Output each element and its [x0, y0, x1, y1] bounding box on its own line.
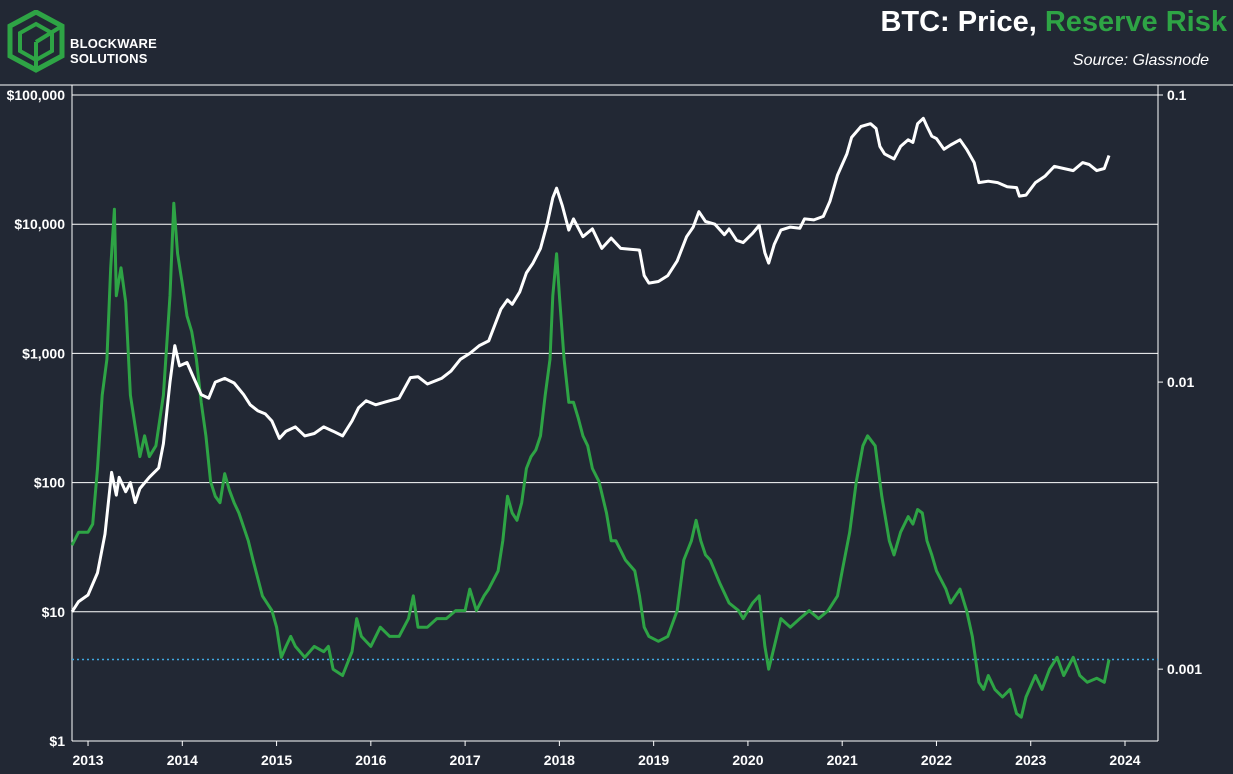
y-left-tick-label: $10: [42, 604, 66, 620]
axes: [0, 84, 1233, 742]
right-axis-ticks: 0.001 0.01 0.1: [1158, 87, 1202, 677]
y-left-tick-label: $10,000: [14, 216, 65, 232]
x-tick-label: 2024: [1109, 752, 1140, 768]
brand-line-1: BLOCKWARE: [70, 36, 158, 51]
y-right-tick-label: 0.001: [1167, 661, 1202, 677]
source-note: Source: Glassnode: [1072, 52, 1209, 69]
x-tick-label: 2021: [827, 752, 858, 768]
y-left-tick-label: $1,000: [22, 345, 65, 361]
x-tick-label: 2014: [167, 752, 198, 768]
y-right-tick-label: 0.01: [1167, 374, 1194, 390]
y-left-tick-label: $100,000: [7, 87, 66, 103]
grid-lines: [72, 94, 1158, 742]
x-tick-label: 2015: [261, 752, 292, 768]
brand-name: BLOCKWARE SOLUTIONS: [70, 36, 157, 66]
x-axis-ticks: 2013 2014 2015 2016 2017 2018 2019 2020 2021 2022…: [72, 741, 1141, 768]
blockware-cube-icon: [7, 9, 65, 73]
y-right-tick-label: 0.1: [1167, 87, 1187, 103]
title-price: BTC: Price,: [880, 6, 1045, 38]
x-tick-label: 2019: [638, 752, 669, 768]
x-tick-label: 2020: [732, 752, 763, 768]
x-tick-label: 2018: [544, 752, 575, 768]
x-tick-label: 2022: [921, 752, 952, 768]
x-tick-label: 2017: [450, 752, 481, 768]
brand-line-2: SOLUTIONS: [70, 51, 148, 66]
chart-title: BTC: Price, Reserve Risk: [880, 6, 1227, 39]
x-tick-label: 2016: [355, 752, 386, 768]
y-left-tick-label: $100: [34, 475, 65, 491]
y-left-tick-label: $1: [49, 733, 65, 749]
price-line: [70, 116, 1111, 613]
left-axis-ticks: $1 $10 $100 $1,000 $10,000 $100,000: [7, 87, 66, 749]
title-reserve-risk: Reserve Risk: [1044, 6, 1227, 38]
brand-logo: BLOCKWARE SOLUTIONS: [6, 9, 176, 74]
x-tick-label: 2023: [1015, 752, 1046, 768]
x-tick-label: 2013: [72, 752, 103, 768]
reserve-risk-line: [70, 201, 1111, 719]
